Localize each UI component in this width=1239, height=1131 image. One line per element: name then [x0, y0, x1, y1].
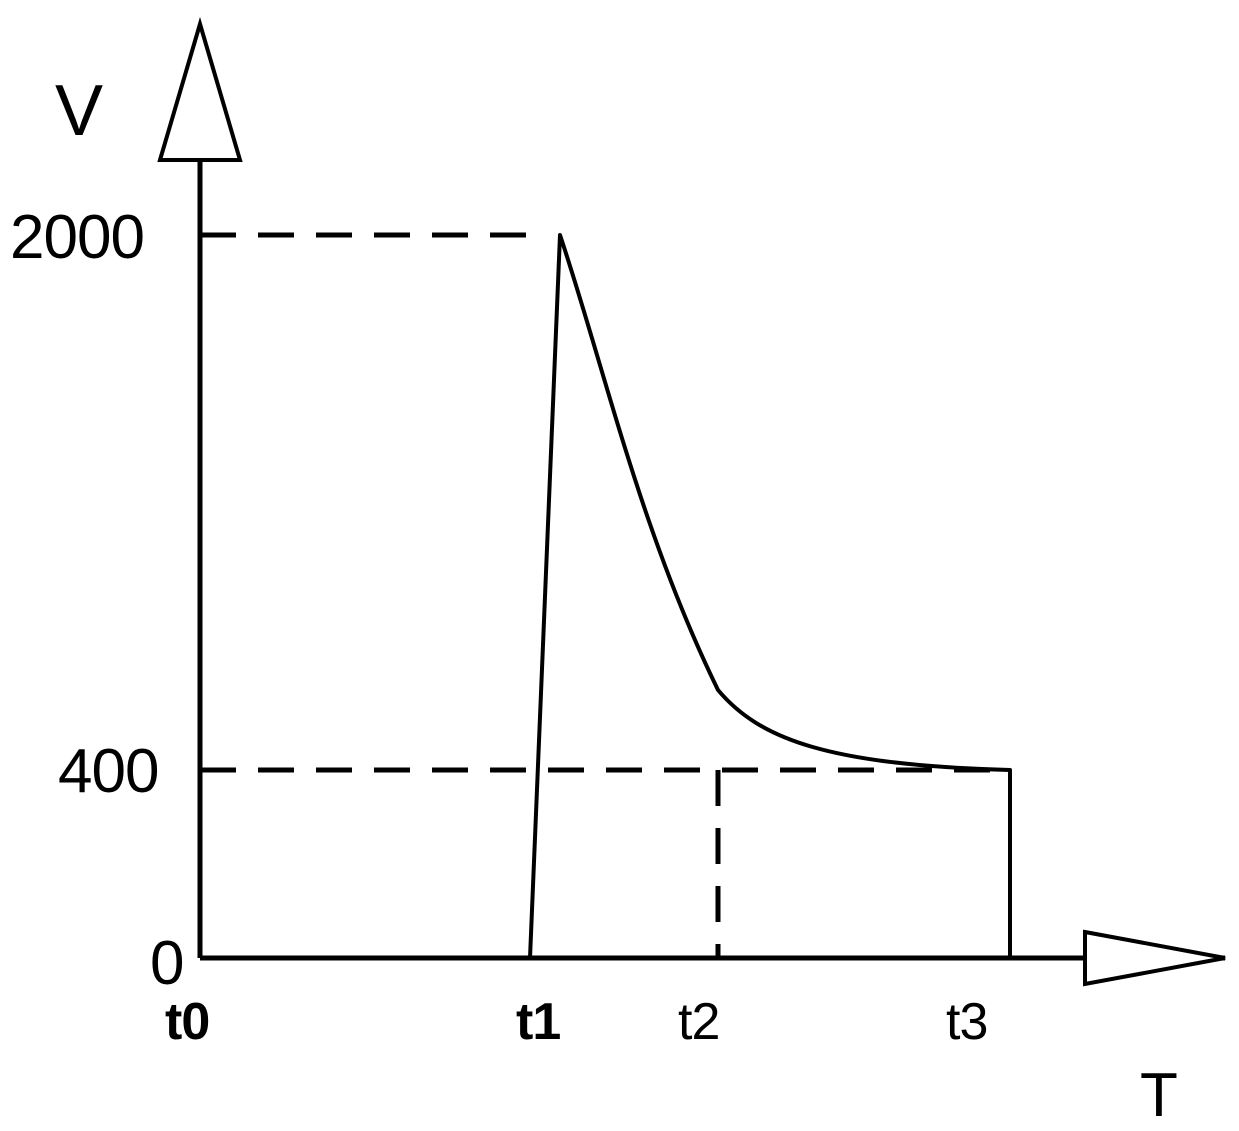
y-axis-label: V — [55, 70, 102, 152]
y-tick-400: 400 — [58, 736, 158, 807]
voltage-time-chart: V T 0 400 2000 t0 t1 t2 t3 — [0, 0, 1239, 1130]
x-tick-t1: t1 — [516, 992, 560, 1052]
x-tick-t3: t3 — [946, 992, 987, 1052]
y-tick-2000: 2000 — [10, 202, 144, 273]
x-tick-t2: t2 — [678, 992, 719, 1052]
x-axis-label: T — [1140, 1060, 1177, 1131]
x-tick-t0: t0 — [165, 992, 209, 1052]
chart-svg — [0, 0, 1239, 1130]
y-tick-0: 0 — [150, 928, 183, 999]
